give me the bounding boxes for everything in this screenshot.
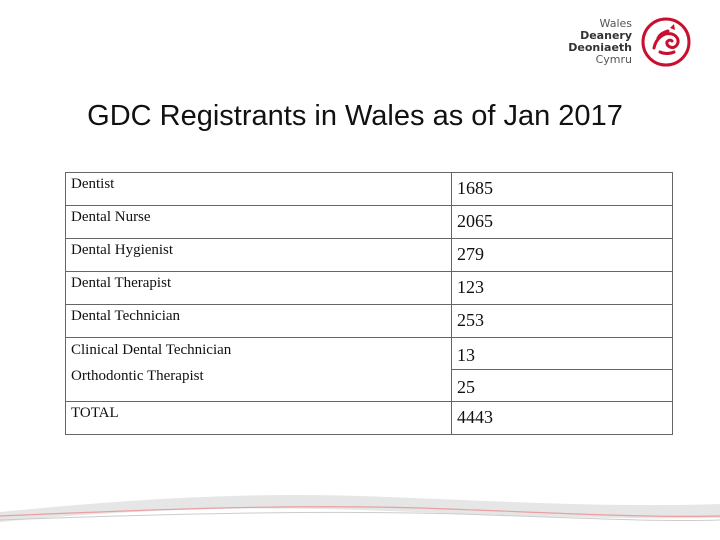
slide-title: GDC Registrants in Wales as of Jan 2017	[87, 100, 623, 132]
row-value: 279	[457, 244, 484, 264]
logo-line-cymru: Cymru	[595, 53, 632, 66]
row-value: 123	[457, 277, 484, 297]
row-label: Dentist	[71, 176, 115, 192]
registrants-table: Dentist 1685 Dental Nurse 2065 Dental Hy…	[65, 172, 673, 435]
table-row-dentist: Dentist 1685	[65, 172, 673, 206]
row-value: 13	[457, 345, 475, 365]
row-value: 253	[457, 310, 484, 330]
row-value: 4443	[457, 407, 493, 427]
table-row-clinical-orthodontic: Clinical Dental Technician Orthodontic T…	[65, 337, 673, 402]
row-label: Orthodontic Therapist	[71, 368, 204, 384]
table-row-dental-hygienist: Dental Hygienist 279	[65, 238, 673, 272]
table-row-dental-therapist: Dental Therapist 123	[65, 271, 673, 305]
logo-line-deanery: Deanery	[580, 29, 632, 42]
dragon-emblem-icon	[641, 17, 691, 67]
row-value: 25	[452, 369, 672, 401]
table-row-total: TOTAL 4443	[65, 401, 673, 435]
row-value: 2065	[457, 211, 493, 231]
row-label: Clinical Dental Technician	[71, 342, 232, 358]
deanery-logo: Wales Deanery Deoniaeth Cymru	[560, 17, 696, 68]
row-label: Dental Therapist	[71, 275, 172, 291]
row-label: Dental Technician	[71, 308, 181, 324]
table-row-dental-technician: Dental Technician 253	[65, 304, 673, 338]
table-row-dental-nurse: Dental Nurse 2065	[65, 205, 673, 239]
row-value: 1685	[457, 178, 493, 198]
row-label: TOTAL	[71, 405, 119, 421]
row-label: Dental Hygienist	[71, 242, 174, 258]
row-label: Dental Nurse	[71, 209, 151, 225]
logo-line-wales: Wales	[599, 17, 632, 30]
logo-wordmark: Wales Deanery Deoniaeth Cymru	[560, 18, 632, 66]
footer-swoosh-decoration	[0, 494, 720, 522]
logo-line-deoniaeth: Deoniaeth	[568, 41, 632, 54]
